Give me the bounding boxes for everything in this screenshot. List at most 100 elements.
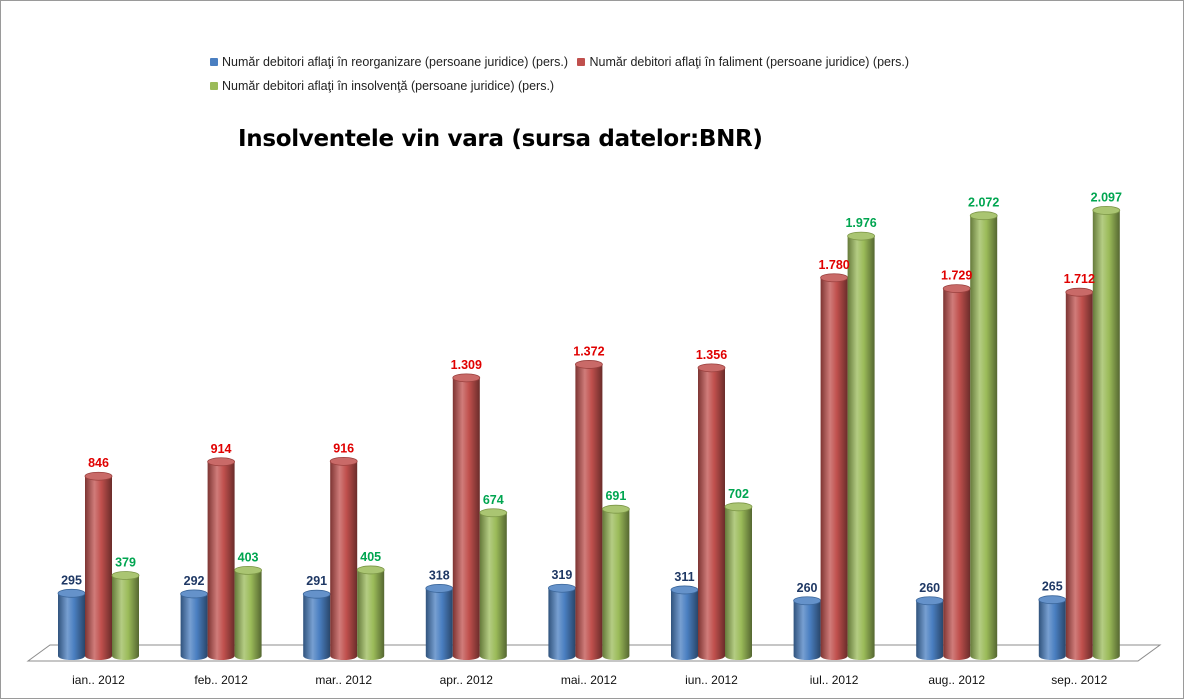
bar-cap xyxy=(329,456,358,466)
bar xyxy=(969,211,998,660)
bar-cap xyxy=(452,373,481,383)
bar-body xyxy=(575,364,603,660)
bar-body xyxy=(943,288,971,660)
value-label: 379 xyxy=(115,555,136,569)
bar xyxy=(548,583,576,660)
bar-cap xyxy=(84,471,113,481)
legend-item-insolventa: Număr debitori aflaţi în insolvenţă (per… xyxy=(210,74,554,98)
bar-body xyxy=(479,512,507,660)
bar-body xyxy=(425,588,453,660)
bar-body xyxy=(58,593,85,660)
legend-item-reorganizare: Număr debitori aflaţi în reorganizare (p… xyxy=(210,50,568,74)
bar-cap xyxy=(180,589,209,599)
bar-body xyxy=(916,600,944,660)
bar-cap xyxy=(1038,595,1067,605)
bar-body xyxy=(85,476,112,660)
legend-item-faliment: Număr debitori aflaţi în faliment (perso… xyxy=(577,50,909,74)
legend-swatch-reorganizare xyxy=(210,58,218,66)
value-label: 702 xyxy=(728,487,749,501)
value-label: 291 xyxy=(306,574,327,588)
bar-body xyxy=(793,600,821,660)
bar-cap xyxy=(915,596,944,606)
value-label: 674 xyxy=(483,493,504,507)
bar-body xyxy=(357,569,385,660)
bar xyxy=(234,565,263,660)
legend-swatch-faliment xyxy=(577,58,586,66)
bar xyxy=(847,231,875,660)
value-label: 1.729 xyxy=(941,269,972,283)
bar-body xyxy=(820,277,848,660)
bar xyxy=(575,360,603,660)
value-label: 2.097 xyxy=(1091,190,1122,204)
value-label: 1.976 xyxy=(845,216,876,230)
legend-label-insolventa: Număr debitori aflaţi în insolvenţă (per… xyxy=(222,79,555,93)
bar-cap xyxy=(234,565,263,575)
bar-body xyxy=(1092,210,1120,660)
bar-body xyxy=(847,236,875,660)
bar xyxy=(84,471,113,660)
bar-cap xyxy=(111,571,140,580)
value-label: 292 xyxy=(184,574,205,588)
bar-body xyxy=(671,589,698,660)
bar-cap xyxy=(57,588,86,598)
category-label: iun.. 2012 xyxy=(685,673,738,687)
bar-cap xyxy=(697,363,726,373)
legend: Număr debitori aflaţi în reorganizare (p… xyxy=(210,50,1010,98)
bar xyxy=(724,502,753,660)
bar xyxy=(180,589,209,660)
bar-cap xyxy=(575,360,603,369)
legend-label-reorganizare: Număr debitori aflaţi în reorganizare (p… xyxy=(222,55,568,69)
bar xyxy=(356,565,385,660)
category-label: mar.. 2012 xyxy=(315,673,372,687)
bar xyxy=(602,504,630,660)
bar xyxy=(942,284,971,660)
bar-cap xyxy=(1065,287,1094,297)
bar xyxy=(820,273,848,660)
bar xyxy=(1038,595,1067,660)
chart-title: Insolventele vin vara (sursa datelor:BNR… xyxy=(238,126,763,152)
bar xyxy=(425,584,454,660)
bar-body xyxy=(1065,292,1093,660)
value-label: 260 xyxy=(797,581,818,595)
bar xyxy=(452,373,481,660)
bar-cap xyxy=(847,231,875,241)
value-label: 1.309 xyxy=(451,358,482,372)
value-label: 311 xyxy=(674,570,694,584)
bars-group xyxy=(57,205,1121,660)
category-labels-group: ian.. 2012 feb.. 2012 mar.. 2012 apr.. 2012… xyxy=(72,673,1108,687)
bar xyxy=(793,596,821,660)
bar-body xyxy=(970,215,998,660)
category-label: feb.. 2012 xyxy=(194,673,248,687)
bar-cap xyxy=(670,585,699,595)
value-label: 2.072 xyxy=(968,196,999,210)
legend-swatch-insolventa xyxy=(210,82,218,90)
bar-body xyxy=(303,594,331,660)
value-label: 914 xyxy=(211,442,232,456)
bar xyxy=(57,588,86,660)
value-labels-group: 295 846 379 292 914 403 291 916 405 318 1.309 674 31… xyxy=(61,190,1122,594)
bar-cap xyxy=(207,457,236,467)
bar-cap xyxy=(820,273,848,283)
bar xyxy=(1092,205,1121,660)
bar xyxy=(302,589,331,660)
bar-cap xyxy=(425,584,454,593)
value-label: 1.712 xyxy=(1064,272,1095,286)
bar-body xyxy=(234,570,262,660)
value-label: 1.356 xyxy=(696,348,727,362)
value-label: 403 xyxy=(238,550,259,564)
bar-cap xyxy=(602,504,630,514)
value-label: 265 xyxy=(1042,580,1063,594)
bar-body xyxy=(602,509,630,660)
category-label: apr.. 2012 xyxy=(440,673,494,687)
bar-body xyxy=(698,367,725,660)
bar xyxy=(670,585,699,660)
bar xyxy=(111,571,140,660)
category-label: iul.. 2012 xyxy=(810,673,859,687)
bar-body xyxy=(1038,599,1066,660)
bar-body xyxy=(548,588,576,660)
bar-body xyxy=(452,377,480,660)
bar-cap xyxy=(793,596,821,606)
bar xyxy=(1065,287,1094,660)
value-label: 319 xyxy=(551,568,572,582)
